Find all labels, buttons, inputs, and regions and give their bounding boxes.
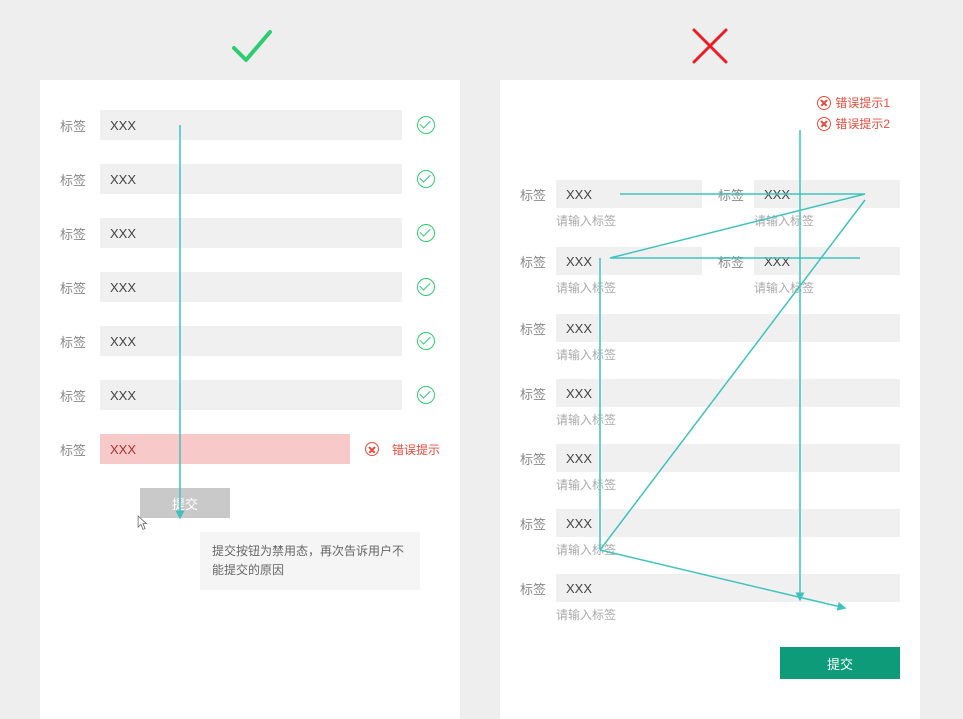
hint-text: 请输入标签 (754, 212, 900, 229)
hint-text: 请输入标签 (754, 279, 900, 296)
submit-button[interactable]: 提交 (780, 647, 900, 679)
field-label: 标签 (60, 332, 100, 351)
status-ok-icon (412, 116, 440, 134)
text-input[interactable]: XXX (100, 164, 402, 194)
submit-label: 提交 (827, 654, 853, 673)
status-ok-icon (412, 332, 440, 350)
field-label: 标签 (520, 514, 556, 533)
hint-text: 请输入标签 (556, 606, 900, 623)
form-row: 标签 XXX (60, 380, 440, 410)
form-row-double: 标签 XXX 请输入标签 标签 XXX 请输入标签 (520, 247, 900, 310)
form-row: 标签 XXX (60, 164, 440, 194)
field-label: 标签 (718, 252, 754, 271)
hint-text: 请输入标签 (556, 476, 900, 493)
hint-text: 请输入标签 (556, 541, 900, 558)
text-input[interactable]: XXX (556, 247, 702, 275)
text-input[interactable]: XXX (100, 272, 402, 302)
x-icon (686, 22, 734, 70)
form-row: 标签 XXX (60, 326, 440, 356)
hint-text: 请输入标签 (556, 346, 900, 363)
field-label: 标签 (60, 116, 100, 135)
text-input[interactable]: XXX (100, 326, 402, 356)
field-label: 标签 (520, 252, 556, 271)
error-banner-2: 错误提示2 (817, 115, 890, 132)
field-label: 标签 (60, 170, 100, 189)
status-ok-icon (412, 386, 440, 404)
text-input[interactable]: XXX (100, 218, 402, 248)
status-ok-icon (412, 224, 440, 242)
text-input[interactable]: XXX (556, 379, 900, 407)
status-error-icon (360, 442, 388, 456)
field-label: 标签 (60, 278, 100, 297)
good-panel: 标签 XXX 标签 XXX 标签 XXX 标签 XXX 标签 XXX 标签 XX… (40, 80, 460, 719)
text-input[interactable]: XXX (556, 444, 900, 472)
form-row: 标签XXX 请输入标签 (520, 379, 900, 442)
tooltip: 提交按钮为禁用态，再次告诉用户不能提交的原因 (200, 532, 420, 590)
field-label: 标签 (520, 449, 556, 468)
form-row: 标签 XXX (60, 272, 440, 302)
form-row: 标签 XXX 请输入标签 (520, 314, 900, 377)
check-icon (226, 22, 274, 70)
text-input[interactable]: XXX (556, 574, 900, 602)
text-input[interactable]: XXX (556, 314, 900, 342)
error-text: 错误提示 (392, 441, 440, 458)
submit-button-disabled: 提交 (140, 488, 230, 518)
field-label: 标签 (520, 185, 556, 204)
hint-text: 请输入标签 (556, 279, 702, 296)
hint-text: 请输入标签 (556, 212, 702, 229)
field-label: 标签 (60, 386, 100, 405)
submit-label: 提交 (172, 494, 198, 513)
status-ok-icon (412, 170, 440, 188)
text-input[interactable]: XXX (556, 509, 900, 537)
form-row: 标签 XXX (60, 218, 440, 248)
field-label: 标签 (520, 384, 556, 403)
status-ok-icon (412, 278, 440, 296)
field-label: 标签 (520, 319, 556, 338)
bad-panel: 错误提示1 错误提示2 标签 XXX 请输入标签 标签 XXX 请输入标签 (500, 80, 920, 719)
field-label: 标签 (60, 224, 100, 243)
text-input[interactable]: XXX (754, 180, 900, 208)
hint-text: 请输入标签 (556, 411, 900, 428)
error-banner-group: 错误提示1 错误提示2 (817, 94, 890, 136)
text-input-error[interactable]: XXX (100, 434, 350, 464)
form-row: 标签XXX 请输入标签 (520, 509, 900, 572)
cursor-icon (136, 514, 150, 532)
form-row-double: 标签 XXX 请输入标签 标签 XXX 请输入标签 (520, 180, 900, 243)
form-row: 标签XXX 请输入标签 (520, 574, 900, 637)
form-row: 标签XXX 请输入标签 (520, 444, 900, 507)
form-row: 标签 XXX (60, 110, 440, 140)
text-input[interactable]: XXX (100, 110, 402, 140)
field-label: 标签 (520, 579, 556, 598)
error-banner-1: 错误提示1 (817, 94, 890, 111)
form-row-error: 标签 XXX 错误提示 (60, 434, 440, 464)
text-input[interactable]: XXX (100, 380, 402, 410)
text-input[interactable]: XXX (754, 247, 900, 275)
text-input[interactable]: XXX (556, 180, 702, 208)
field-label: 标签 (60, 440, 100, 459)
field-label: 标签 (718, 185, 754, 204)
